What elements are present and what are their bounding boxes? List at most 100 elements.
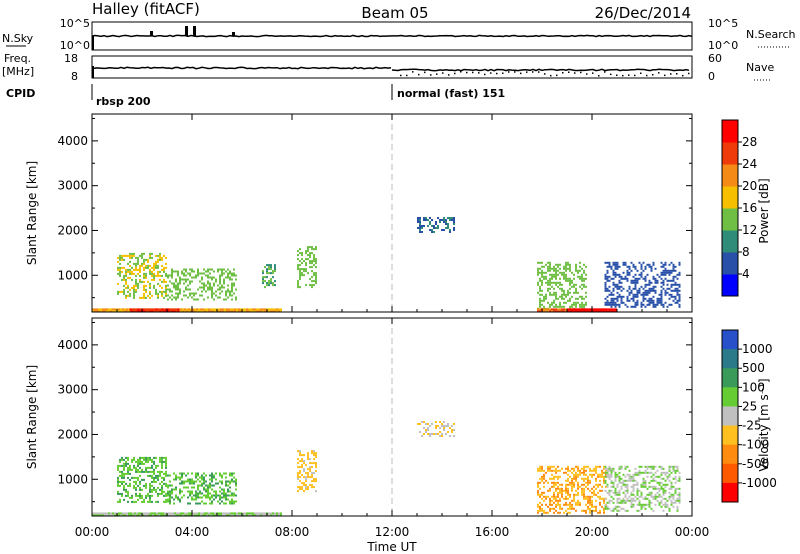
echo-cell (119, 470, 121, 473)
echo-cell (433, 231, 435, 233)
echo-cell (299, 488, 301, 491)
echo-cell (599, 473, 601, 476)
echo-cell (246, 512, 248, 515)
echo-cell (193, 480, 195, 483)
echo-cell (215, 494, 217, 497)
echo-cell (212, 514, 214, 517)
echo-cell (268, 266, 270, 269)
echo-cell (674, 281, 677, 284)
echo-cell (145, 290, 147, 293)
echo-cell (614, 487, 617, 490)
echo-cell (614, 285, 617, 288)
echo-cell (129, 310, 132, 313)
echo-cell (268, 512, 270, 515)
echo-cell (163, 472, 165, 475)
echo-cell (583, 310, 585, 313)
echo-cell (202, 512, 204, 515)
echo-cell (642, 293, 645, 296)
echo-cell (149, 256, 151, 259)
echo-cell (638, 499, 641, 502)
echo-cell (139, 474, 141, 477)
echo-cell (123, 292, 125, 295)
echo-cell (423, 421, 425, 423)
echo-cell (561, 308, 563, 311)
echo-cell (161, 484, 163, 487)
echo-cell (204, 310, 206, 313)
echo-cell (184, 512, 186, 515)
echo-cell (117, 480, 119, 483)
echo-cell (585, 303, 587, 306)
echo-cell (567, 299, 569, 302)
echo-cell (555, 308, 557, 311)
echo-cell (632, 263, 635, 266)
echo-cell (313, 486, 315, 489)
nave-dot (598, 75, 600, 77)
echo-cell (313, 458, 315, 461)
echo-cell (441, 433, 443, 435)
echo-cell (606, 289, 609, 292)
echo-cell (616, 283, 619, 286)
echo-cell (311, 472, 313, 475)
echo-cell (555, 293, 557, 296)
echo-cell (638, 509, 641, 512)
echo-cell (559, 308, 561, 311)
echo-cell (541, 289, 543, 292)
nave-dot (664, 74, 666, 77)
echo-cell (191, 270, 193, 273)
echo-cell (614, 507, 617, 510)
echo-cell (589, 495, 591, 498)
echo-cell (126, 308, 128, 311)
echo-cell (453, 227, 455, 229)
echo-cell (543, 491, 545, 494)
echo-cell (141, 254, 143, 257)
echo-cell (672, 267, 675, 270)
echo-cell (197, 472, 199, 475)
echo-cell (634, 265, 637, 268)
echo-cell (567, 291, 569, 294)
echo-cell (579, 310, 581, 313)
echo-cell (167, 500, 169, 503)
echo-cell (301, 464, 303, 467)
echo-cell (137, 308, 140, 311)
echo-cell (201, 294, 203, 297)
echo-cell (604, 475, 607, 478)
echo-cell (660, 505, 663, 508)
echo-cell (654, 479, 657, 482)
echo-cell (121, 458, 123, 461)
echo-cell (129, 268, 131, 271)
echo-cell (674, 283, 677, 286)
echo-cell (102, 512, 104, 515)
echo-cell (601, 310, 603, 313)
echo-cell (672, 295, 675, 298)
echo-cell (583, 479, 585, 482)
echo-cell (674, 297, 677, 300)
echo-cell (662, 303, 665, 306)
echo-cell (652, 495, 655, 498)
echo-cell (135, 274, 137, 277)
echo-cell (169, 484, 171, 487)
echo-cell (234, 310, 236, 313)
echo-cell (567, 491, 569, 494)
echo-cell (569, 297, 571, 300)
echo-cell (311, 266, 313, 269)
echo-cell (610, 469, 613, 472)
echo-cell (201, 496, 203, 499)
echo-cell (640, 303, 643, 306)
echo-cell (121, 266, 123, 269)
echo-cell (171, 490, 173, 493)
echo-cell (537, 269, 539, 272)
echo-cell (131, 476, 133, 479)
echo-cell (614, 505, 617, 508)
echo-cell (644, 471, 647, 474)
echo-cell (652, 263, 655, 266)
echo-cell (181, 270, 183, 273)
echo-cell (666, 305, 669, 308)
echo-cell (571, 503, 573, 506)
echo-cell (593, 505, 595, 508)
echo-cell (135, 476, 137, 479)
echo-cell (218, 308, 220, 311)
echo-cell (599, 483, 601, 486)
echo-cell (131, 500, 133, 503)
echo-cell (297, 490, 299, 493)
echo-cell (274, 266, 276, 269)
